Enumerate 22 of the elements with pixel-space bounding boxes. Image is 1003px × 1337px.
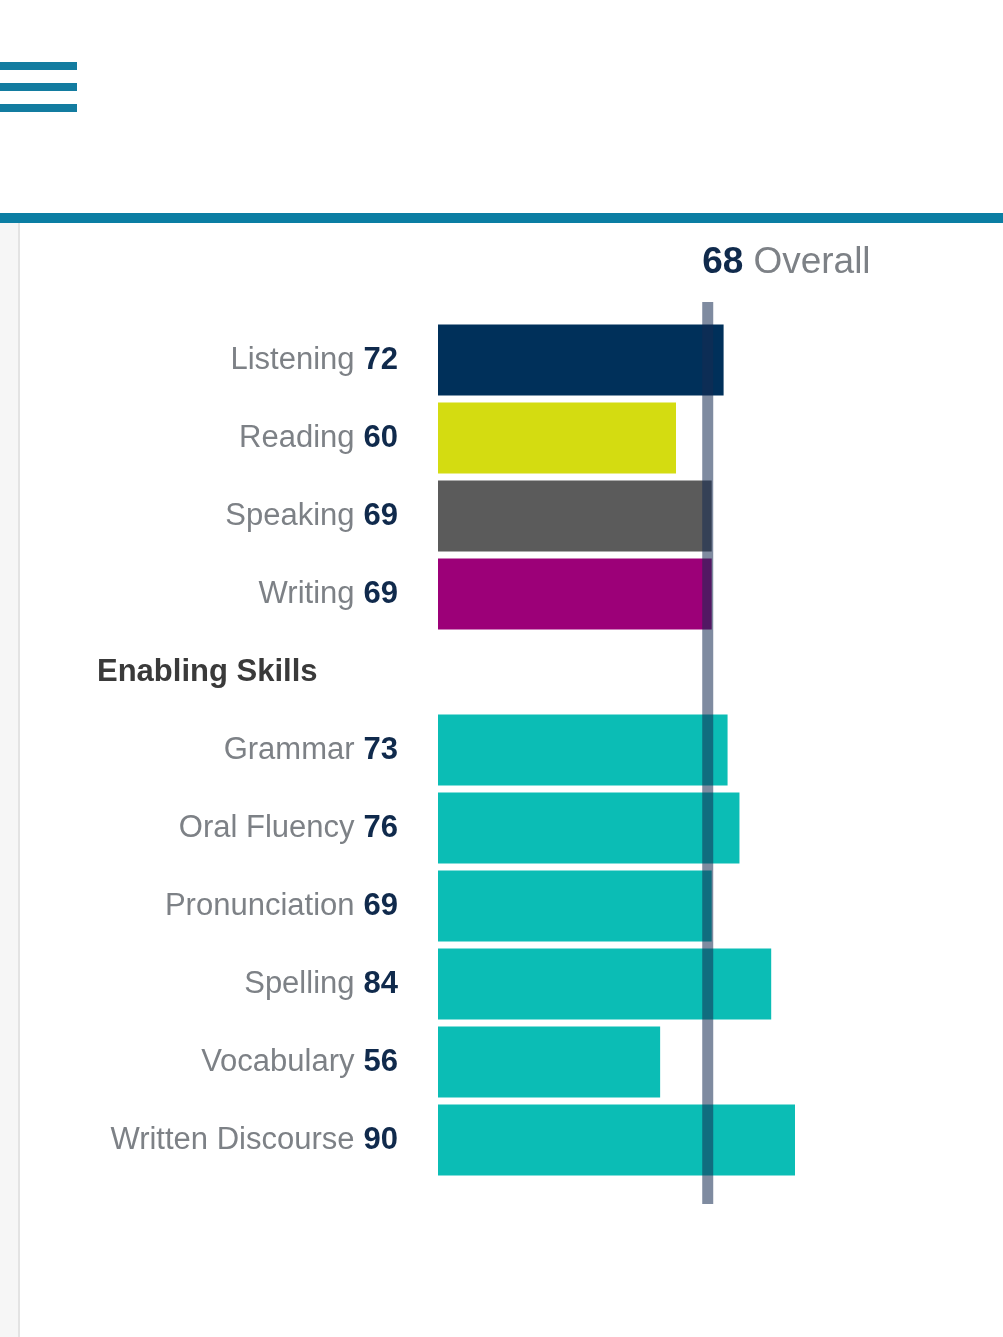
data-label: 69: [363, 886, 398, 922]
data-label: 90: [363, 1120, 398, 1156]
y-tick-label: Pronunciation: [164, 886, 355, 922]
data-label: 72: [363, 340, 398, 376]
y-tick-label: Spelling: [244, 964, 355, 1000]
data-label: 60: [363, 418, 398, 454]
y-tick-label: Reading: [239, 418, 355, 454]
text: Enabling Skills: [97, 652, 318, 688]
ref-line-label: 68 Overall: [702, 240, 871, 282]
data-label: 73: [363, 730, 398, 766]
y-tick-label: Vocabulary: [201, 1042, 356, 1078]
y-tick-label: Grammar: [223, 730, 355, 766]
y-tick-label: Oral Fluency: [178, 808, 356, 844]
y-tick-label: Written Discourse: [110, 1120, 355, 1156]
data-label: 69: [363, 574, 398, 610]
y-tick-label: Speaking: [225, 496, 355, 532]
y-tick-label: Listening: [230, 340, 355, 376]
data-label: 84: [363, 964, 399, 1000]
y-tick-label: Writing: [258, 574, 355, 610]
data-label: 69: [363, 496, 398, 532]
data-label: 76: [363, 808, 398, 844]
data-label: 56: [363, 1042, 398, 1078]
